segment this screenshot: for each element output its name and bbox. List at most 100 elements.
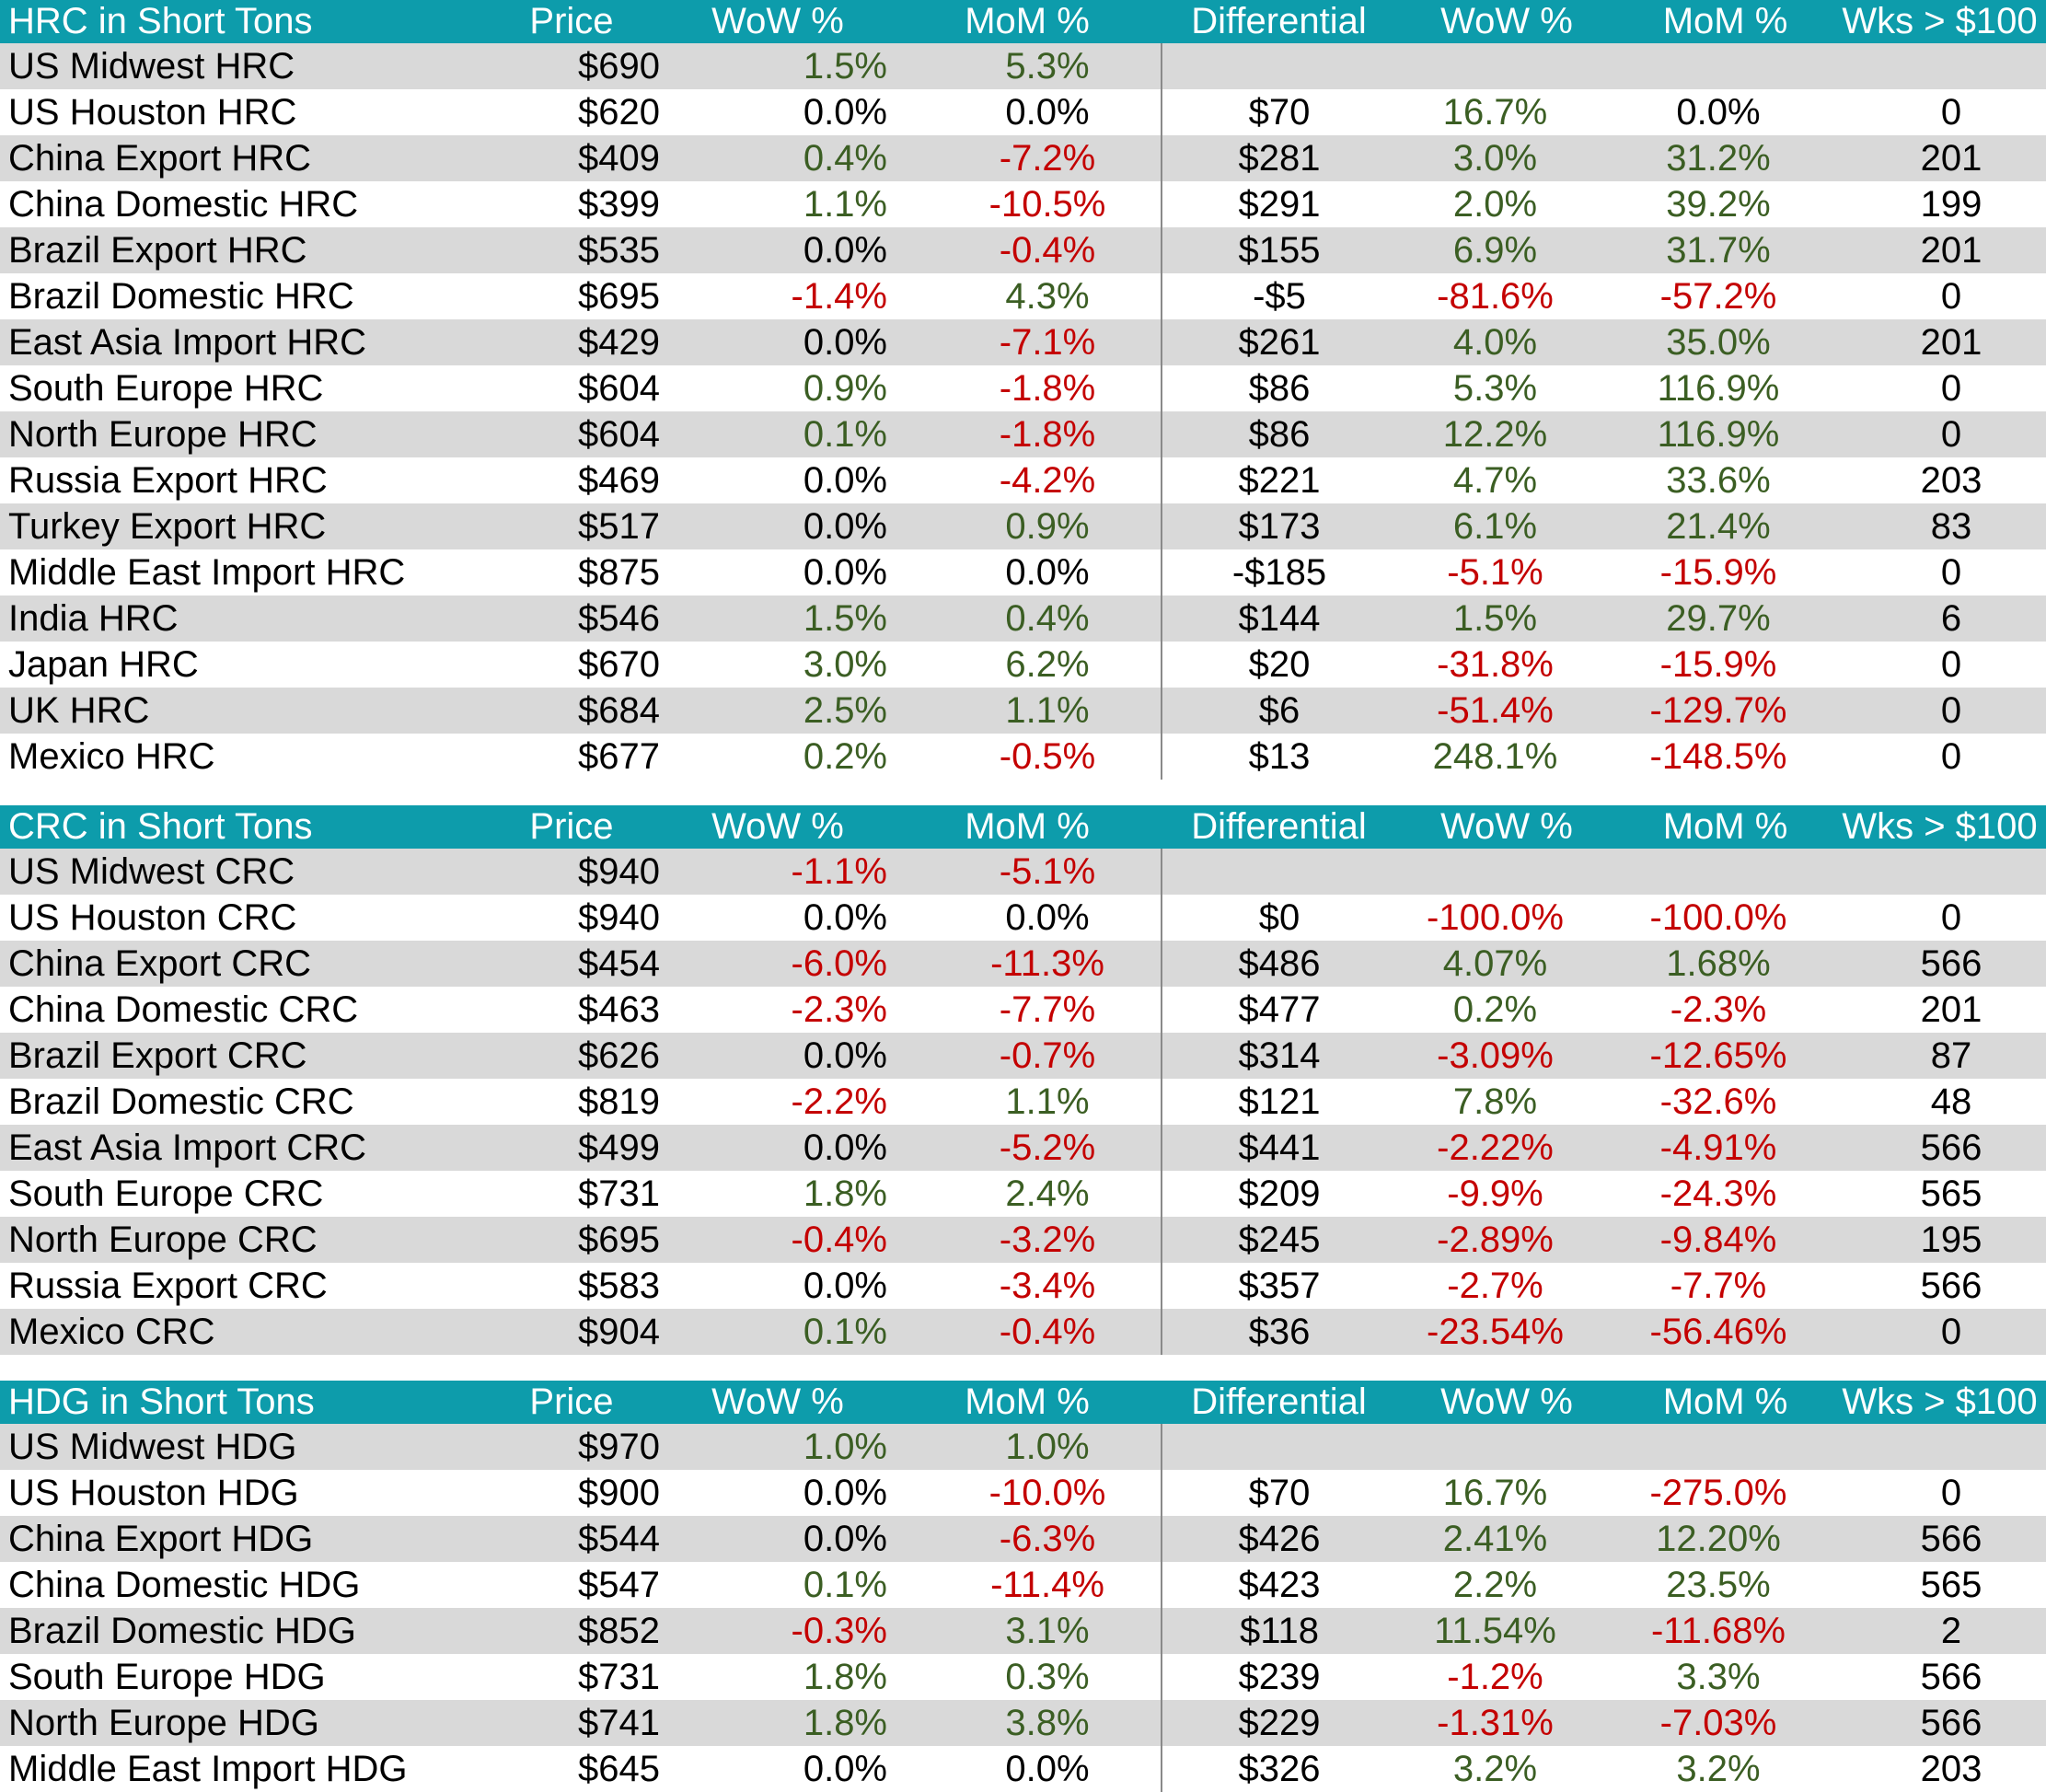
mom-cell: -11.3%	[893, 941, 1162, 987]
wow-cell: 0.0%	[663, 457, 893, 503]
diff-mom-cell: -7.03%	[1617, 1700, 1833, 1746]
wow-cell: 1.8%	[663, 1700, 893, 1746]
region-label: US Houston CRC	[0, 895, 480, 941]
region-label: US Midwest HRC	[0, 43, 480, 89]
price-cell: $399	[480, 181, 663, 227]
diff-wow-cell: -9.9%	[1396, 1171, 1617, 1217]
diff-wow-cell: -1.31%	[1396, 1700, 1617, 1746]
mom-cell: -4.2%	[893, 457, 1162, 503]
col-weeks: Wks > $100	[1833, 0, 2046, 43]
weeks-cell: 0	[1833, 549, 2046, 595]
mom-cell: -5.1%	[893, 849, 1162, 895]
differential-cell: $144	[1162, 595, 1396, 642]
region-label: Middle East Import HRC	[0, 549, 480, 595]
wow-cell: 0.0%	[663, 1746, 893, 1792]
gap-cell	[0, 1355, 1162, 1381]
table-row: US Houston CRC $940 0.0% 0.0% $0 -100.0% -100.…	[0, 895, 2046, 941]
price-cell: $463	[480, 987, 663, 1033]
mom-cell: 2.4%	[893, 1171, 1162, 1217]
differential-cell: $486	[1162, 941, 1396, 987]
table-row: South Europe HDG $731 1.8% 0.3% $239 -1.2% 3.3…	[0, 1654, 2046, 1700]
differential-cell: $70	[1162, 1470, 1396, 1516]
mom-cell: 0.9%	[893, 503, 1162, 549]
region-label: US Houston HDG	[0, 1470, 480, 1516]
mom-cell: 1.1%	[893, 688, 1162, 734]
wow-cell: 1.1%	[663, 181, 893, 227]
diff-wow-cell: 4.0%	[1396, 319, 1617, 365]
diff-mom-cell: 39.2%	[1617, 181, 1833, 227]
region-label: US Houston HRC	[0, 89, 480, 135]
diff-wow-cell: -31.8%	[1396, 642, 1617, 688]
weeks-cell: 201	[1833, 319, 2046, 365]
table-row: US Houston HRC $620 0.0% 0.0% $70 16.7% 0.0% 0	[0, 89, 2046, 135]
differential-cell: $441	[1162, 1125, 1396, 1171]
diff-wow-cell: -2.89%	[1396, 1217, 1617, 1263]
section-title: CRC in Short Tons	[0, 805, 480, 849]
section-gap	[0, 780, 2046, 805]
price-cell: $684	[480, 688, 663, 734]
diff-wow-cell: 6.1%	[1396, 503, 1617, 549]
table-row: US Houston HDG $900 0.0% -10.0% $70 16.7% -275…	[0, 1470, 2046, 1516]
differential-cell: $239	[1162, 1654, 1396, 1700]
wow-cell: 0.0%	[663, 227, 893, 273]
differential-cell: $261	[1162, 319, 1396, 365]
diff-wow-cell: -3.09%	[1396, 1033, 1617, 1079]
diff-wow-cell: 12.2%	[1396, 411, 1617, 457]
diff-wow-cell: 16.7%	[1396, 89, 1617, 135]
wow-cell: 1.0%	[663, 1424, 893, 1470]
weeks-cell: 566	[1833, 1654, 2046, 1700]
mom-cell: -1.8%	[893, 411, 1162, 457]
price-cell: $741	[480, 1700, 663, 1746]
price-cell: $626	[480, 1033, 663, 1079]
region-label: Mexico CRC	[0, 1309, 480, 1355]
table-row: US Midwest CRC $940 -1.1% -5.1%	[0, 849, 2046, 895]
wow-cell: 1.5%	[663, 43, 893, 89]
table-row: China Export HDG $544 0.0% -6.3% $426 2.41% 12…	[0, 1516, 2046, 1562]
wow-cell: 1.8%	[663, 1654, 893, 1700]
table-row: China Export HRC $409 0.4% -7.2% $281 3.0% 31.…	[0, 135, 2046, 181]
mom-cell: -0.7%	[893, 1033, 1162, 1079]
mom-cell: 0.0%	[893, 895, 1162, 941]
price-cell: $875	[480, 549, 663, 595]
wow-cell: 0.0%	[663, 895, 893, 941]
differential-cell	[1162, 849, 1396, 895]
diff-mom-cell: 12.20%	[1617, 1516, 1833, 1562]
mom-cell: -10.0%	[893, 1470, 1162, 1516]
col-differential: Differential	[1162, 805, 1396, 849]
wow-cell: -2.3%	[663, 987, 893, 1033]
mom-cell: 6.2%	[893, 642, 1162, 688]
price-cell: $695	[480, 1217, 663, 1263]
price-cell: $583	[480, 1263, 663, 1309]
mom-cell: 0.0%	[893, 549, 1162, 595]
diff-mom-cell: 0.0%	[1617, 89, 1833, 135]
table-row: Middle East Import HDG $645 0.0% 0.0% $326 3.…	[0, 1746, 2046, 1792]
diff-mom-cell: -12.65%	[1617, 1033, 1833, 1079]
diff-wow-cell: 2.41%	[1396, 1516, 1617, 1562]
col-diff-mom: MoM %	[1617, 0, 1833, 43]
weeks-cell	[1833, 43, 2046, 89]
region-label: South Europe HRC	[0, 365, 480, 411]
weeks-cell: 0	[1833, 895, 2046, 941]
wow-cell: -1.1%	[663, 849, 893, 895]
col-wow: WoW %	[663, 805, 893, 849]
wow-cell: 0.0%	[663, 89, 893, 135]
diff-mom-cell: -4.91%	[1617, 1125, 1833, 1171]
mom-cell: 1.1%	[893, 1079, 1162, 1125]
col-diff-wow: WoW %	[1396, 0, 1617, 43]
diff-wow-cell	[1396, 43, 1617, 89]
col-weeks: Wks > $100	[1833, 1381, 2046, 1424]
wow-cell: -6.0%	[663, 941, 893, 987]
col-diff-wow: WoW %	[1396, 805, 1617, 849]
differential-cell: $423	[1162, 1562, 1396, 1608]
region-label: China Domestic HRC	[0, 181, 480, 227]
wow-cell: 0.4%	[663, 135, 893, 181]
table-row: US Midwest HDG $970 1.0% 1.0%	[0, 1424, 2046, 1470]
section-gap	[0, 1355, 2046, 1381]
diff-wow-cell: -100.0%	[1396, 895, 1617, 941]
diff-mom-cell: -15.9%	[1617, 549, 1833, 595]
differential-cell: $0	[1162, 895, 1396, 941]
diff-wow-cell: 4.07%	[1396, 941, 1617, 987]
diff-mom-cell: 116.9%	[1617, 365, 1833, 411]
